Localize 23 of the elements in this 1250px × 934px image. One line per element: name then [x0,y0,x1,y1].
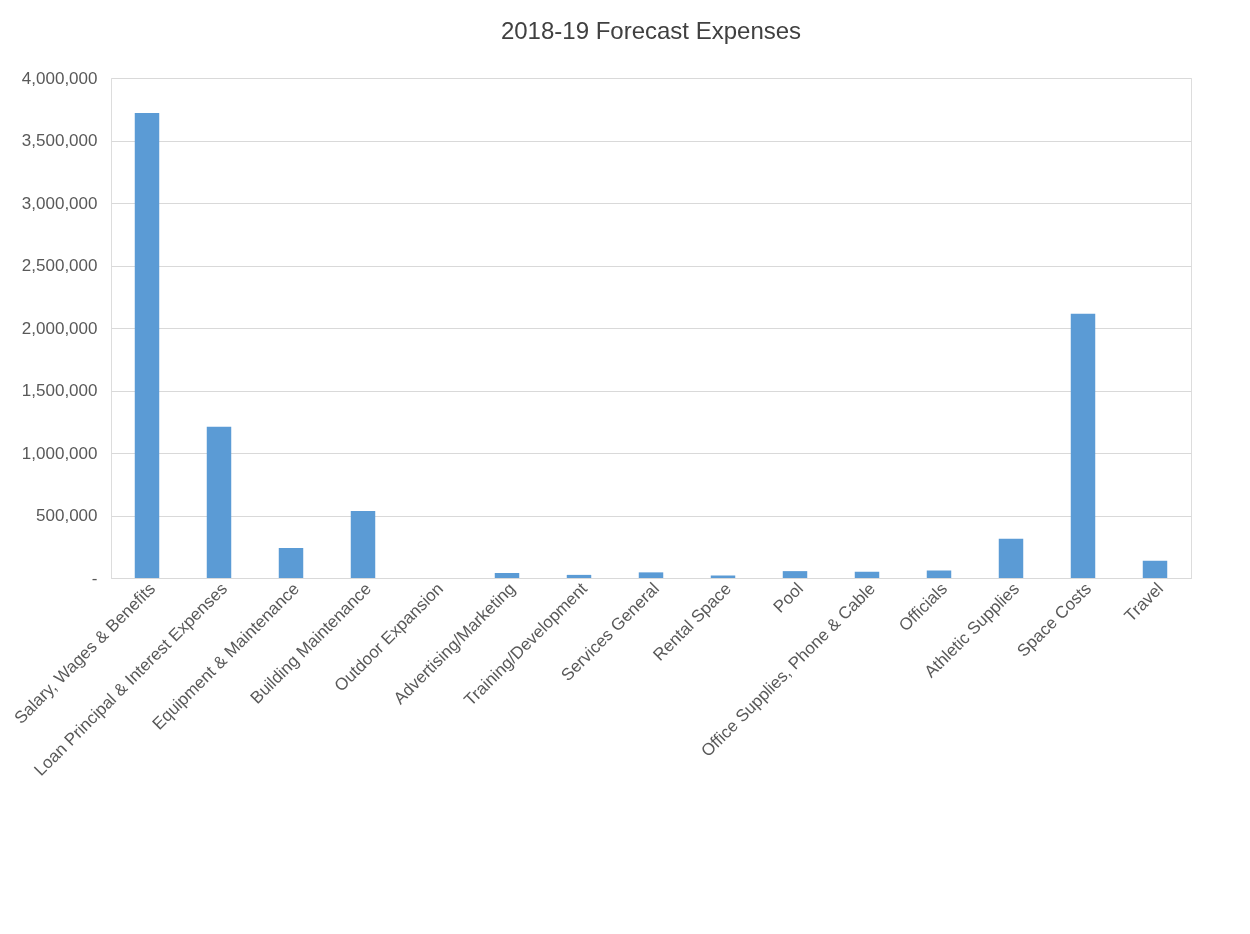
y-tick-label: 2,500,000 [21,256,98,275]
bar [926,570,952,578]
bar [350,511,376,578]
bar [1070,313,1096,578]
y-tick-label: 1,000,000 [21,443,98,463]
bar [998,538,1024,578]
y-tick-label: 4,000,000 [21,68,98,88]
bar [1142,560,1168,578]
bar [134,113,160,578]
bar [206,426,232,578]
y-tick-label: - [91,568,98,588]
bar [494,573,520,578]
bar [854,571,880,578]
bar [566,574,592,578]
bar [638,572,664,578]
y-tick-label: 2,000,000 [21,318,98,338]
y-tick-label: 1,500,000 [21,381,98,400]
y-tick-label: 3,500,000 [21,131,98,150]
bar [278,548,304,578]
chart-title: 2018-19 Forecast Expenses [500,17,802,44]
y-tick-label: 500,000 [36,506,98,525]
bar [782,571,808,578]
y-tick-label: 3,000,000 [21,193,98,213]
